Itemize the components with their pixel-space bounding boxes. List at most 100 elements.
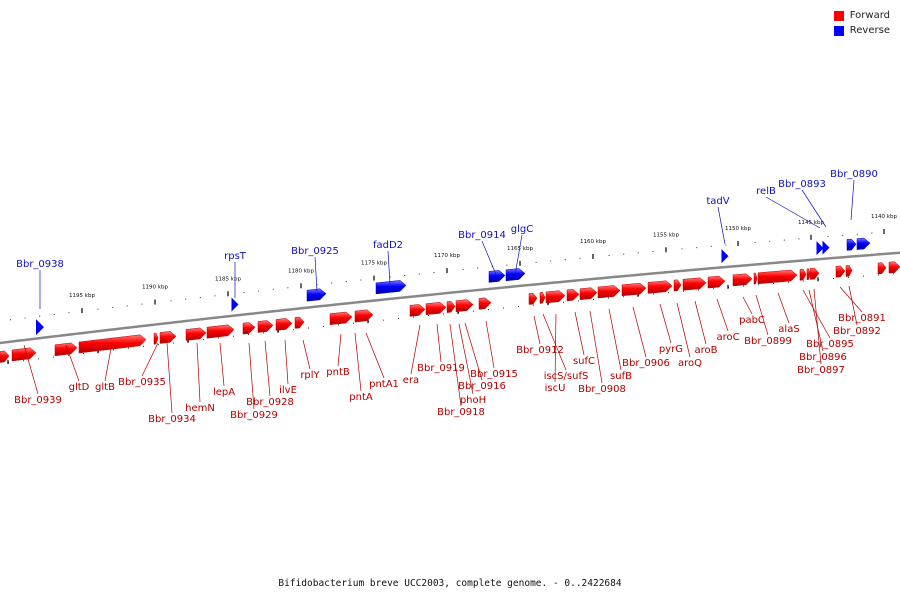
minor-tick bbox=[533, 304, 534, 306]
reverse-swatch bbox=[833, 25, 844, 36]
minor-tick bbox=[398, 318, 399, 320]
forward-gene-arrow bbox=[446, 300, 456, 313]
gene-label-bbr-0934: Bbr_0934 bbox=[148, 414, 196, 425]
gene-label-era: era bbox=[403, 375, 419, 386]
forward-gene-arrow bbox=[732, 273, 753, 287]
forward-gene-arrow bbox=[757, 269, 798, 285]
gene-leader-line bbox=[676, 302, 691, 358]
tick-label: 1165 kbp bbox=[507, 246, 533, 252]
gene-leader-line bbox=[410, 324, 421, 375]
legend: Forward Reverse bbox=[833, 8, 890, 38]
genome-backbone bbox=[0, 251, 900, 345]
gene-label-bbr-0915: Bbr_0915 bbox=[470, 369, 518, 380]
minor-tick bbox=[623, 296, 624, 298]
reverse-gene-arrow bbox=[846, 238, 857, 251]
gene-label-bbr-0893: Bbr_0893 bbox=[778, 179, 826, 190]
minor-tick bbox=[338, 324, 339, 326]
minor-tick bbox=[158, 344, 159, 346]
gene-label-iscs-sufs: iscS/sufS bbox=[544, 371, 589, 382]
minor-tick bbox=[710, 245, 712, 247]
gene-label-bbr-0890: Bbr_0890 bbox=[830, 169, 878, 180]
gene-leader-line bbox=[219, 342, 225, 387]
minor-tick bbox=[345, 281, 347, 283]
forward-gene-arrow bbox=[275, 318, 293, 331]
feature-layer bbox=[0, 237, 900, 363]
forward-gene-arrow bbox=[799, 268, 807, 281]
gene-label-glgc: glgC bbox=[511, 224, 533, 235]
minor-tick bbox=[593, 298, 594, 300]
forward-gene-arrow bbox=[877, 262, 887, 275]
gene-label-bbr-0919: Bbr_0919 bbox=[417, 363, 465, 374]
minor-tick bbox=[462, 269, 464, 271]
forward-gene-arrow bbox=[54, 342, 78, 357]
gene-leader-line bbox=[464, 322, 483, 381]
minor-tick bbox=[272, 288, 274, 290]
gene-label-bbr-0912: Bbr_0912 bbox=[516, 345, 564, 356]
gene-leader-line bbox=[808, 289, 824, 352]
gene-leader-line bbox=[589, 310, 603, 384]
minor-tick bbox=[68, 312, 70, 314]
gene-label-lepa: lepA bbox=[213, 387, 235, 398]
genome-caption: Bifidobacterium breve UCC2003, complete … bbox=[278, 578, 622, 589]
tick-label: 1185 kbp bbox=[215, 276, 241, 282]
minor-tick bbox=[214, 295, 216, 297]
minor-tick bbox=[353, 322, 354, 324]
gene-leader-line bbox=[801, 189, 827, 228]
gene-label-sufc: sufC bbox=[573, 356, 595, 367]
gene-leader-line bbox=[141, 342, 159, 377]
minor-tick bbox=[287, 287, 289, 289]
gene-leader-line bbox=[608, 308, 622, 371]
minor-tick bbox=[798, 238, 800, 240]
minor-tick bbox=[783, 239, 785, 241]
minor-tick bbox=[24, 317, 26, 319]
gene-leader-line bbox=[458, 323, 474, 395]
minor-tick bbox=[112, 307, 114, 309]
forward-gene-arrow bbox=[329, 311, 353, 325]
gene-label-fadd2: fadD2 bbox=[373, 240, 403, 251]
minor-tick bbox=[623, 253, 625, 255]
minor-tick bbox=[173, 342, 174, 344]
forward-gene-arrow bbox=[478, 297, 492, 310]
reverse-gene-marker bbox=[231, 297, 239, 312]
gene-label-bbr-0891: Bbr_0891 bbox=[838, 313, 886, 324]
minor-tick bbox=[863, 275, 864, 277]
gene-label-bbr-0895: Bbr_0895 bbox=[806, 339, 854, 350]
gene-label-bbr-0892: Bbr_0892 bbox=[833, 326, 881, 337]
legend-label-forward: Forward bbox=[849, 10, 890, 21]
gene-label-relb: relB bbox=[756, 186, 776, 197]
forward-gene-arrow bbox=[257, 320, 274, 333]
minor-tick bbox=[637, 252, 639, 254]
minor-tick bbox=[563, 301, 564, 303]
minor-tick bbox=[243, 292, 245, 294]
forward-gene-arrow bbox=[528, 292, 538, 305]
minor-tick bbox=[443, 313, 444, 315]
minor-tick bbox=[143, 345, 144, 347]
reverse-gene-arrow bbox=[505, 268, 526, 282]
minor-tick bbox=[754, 242, 756, 244]
minor-tick bbox=[893, 273, 894, 275]
minor-tick bbox=[491, 266, 493, 268]
gene-label-gltd: gltD bbox=[69, 382, 90, 393]
gene-label-aroq: aroQ bbox=[678, 358, 702, 369]
minor-tick bbox=[308, 327, 309, 329]
minor-tick bbox=[331, 282, 333, 284]
tick-label: 1190 kbp bbox=[142, 285, 168, 291]
minor-tick bbox=[848, 276, 849, 278]
gene-label-bbr-0935: Bbr_0935 bbox=[118, 377, 166, 388]
minor-tick bbox=[653, 293, 654, 295]
minor-tick bbox=[360, 279, 362, 281]
minor-tick bbox=[248, 334, 249, 336]
minor-tick bbox=[316, 284, 318, 286]
forward-gene-arrow bbox=[845, 265, 853, 277]
minor-tick bbox=[652, 251, 654, 253]
gene-leader-line bbox=[533, 315, 541, 345]
minor-tick bbox=[503, 307, 504, 309]
forward-gene-arrow bbox=[673, 279, 682, 292]
gene-label-pnta: pntA bbox=[349, 392, 373, 403]
minor-tick bbox=[141, 303, 143, 305]
legend-label-reverse: Reverse bbox=[849, 25, 890, 36]
reverse-gene-marker bbox=[721, 249, 729, 264]
reverse-gene-marker bbox=[822, 240, 830, 255]
minor-tick bbox=[578, 300, 579, 302]
